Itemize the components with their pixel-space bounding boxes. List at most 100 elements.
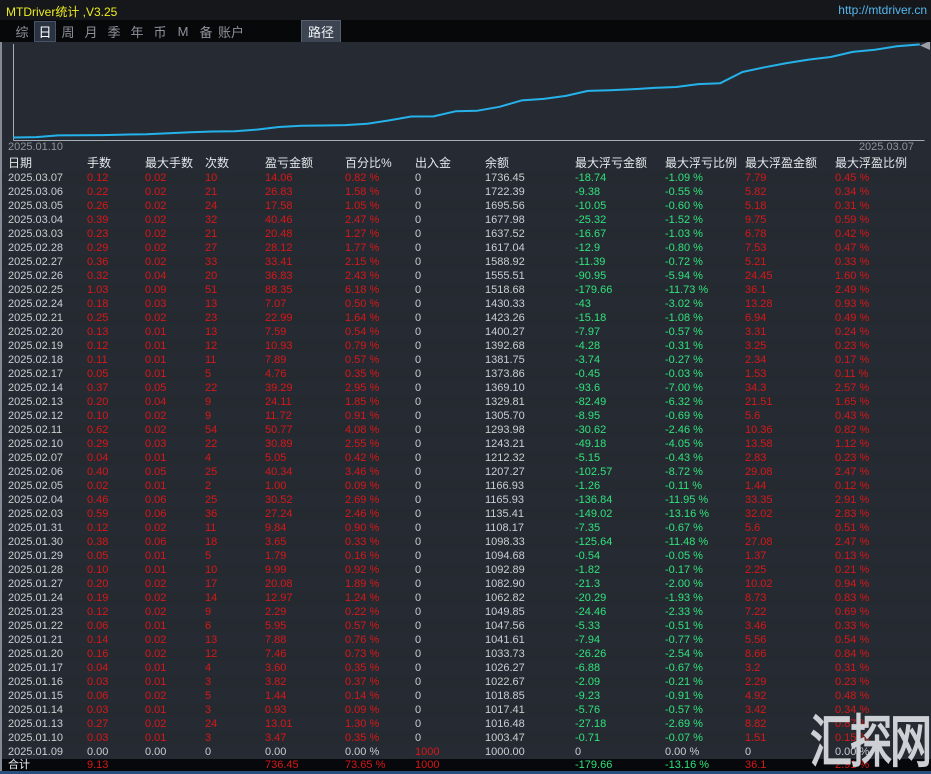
cell-deposit: 0 [415,214,422,226]
table-row[interactable]: 2025.02.28 0.29 0.02 27 28.12 1.77 % 0 1617.04 -… [0,241,931,255]
cell-max-float-profit: 7.79 [745,172,767,184]
table-row[interactable]: 2025.02.12 0.10 0.02 9 11.72 0.91 % 0 1305.70 -8… [0,409,931,423]
cell-max-lots: 0.01 [145,452,167,464]
cell-trades: 0 [205,746,212,758]
cell-max-lots: 0.02 [145,718,167,730]
table-row[interactable]: 2025.02.27 0.36 0.02 33 33.41 2.15 % 0 1588.92 -… [0,255,931,269]
menu-item-年[interactable]: 年 [130,24,144,40]
table-row[interactable]: 2025.02.20 0.13 0.01 13 7.59 0.54 % 0 1400.27 -7… [0,325,931,339]
table-row[interactable]: 2025.02.18 0.11 0.01 11 7.89 0.57 % 0 1381.75 -3… [0,353,931,367]
header-pct: 百分比% [345,156,392,170]
menu-item-季[interactable]: 季 [107,24,121,40]
table-row[interactable]: 2025.03.04 0.39 0.02 32 40.46 2.47 % 0 1677.98 -… [0,213,931,227]
table-row[interactable]: 2025.02.13 0.20 0.04 9 24.11 1.85 % 0 1329.81 -8… [0,395,931,409]
cell-pnl: 0.93 [265,704,287,716]
cell-max-lots: 0.01 [145,354,167,366]
table-row[interactable]: 2025.03.07 0.12 0.02 10 14.06 0.82 % 0 1736.45 -… [0,171,931,185]
table-row[interactable]: 2025.03.03 0.23 0.02 21 20.48 1.27 % 0 1637.52 -… [0,227,931,241]
table-row[interactable]: 2025.01.17 0.04 0.01 4 3.60 0.35 % 0 1026.27 -6.… [0,661,931,675]
cell-deposit: 0 [415,606,422,618]
table-row[interactable]: 2025.02.11 0.62 0.02 54 50.77 4.08 % 0 1293.98 -… [0,423,931,437]
menu-item-账户[interactable]: 账户 [218,24,245,40]
cell-pnl: 7.07 [265,298,287,310]
table-row[interactable]: 2025.01.27 0.20 0.02 17 20.08 1.89 % 0 1082.90 -… [0,577,931,591]
table-row[interactable]: 2025.01.20 0.16 0.02 12 7.46 0.73 % 0 1033.73 -2… [0,647,931,661]
cell-date: 2025.03.07 [8,172,64,184]
cell-max-float-loss-pct: -0.21 % [665,676,703,688]
table-row[interactable]: 2025.02.14 0.37 0.05 22 39.29 2.95 % 0 1369.10 -… [0,381,931,395]
cell-max-lots: 0.09 [145,284,167,296]
table-row[interactable]: 2025.01.29 0.05 0.01 5 1.79 0.16 % 0 1094.68 -0.… [0,549,931,563]
table-row[interactable]: 2025.02.26 0.32 0.04 20 36.83 2.43 % 0 1555.51 -… [0,269,931,283]
table-row[interactable]: 2025.01.09 0.00 0.00 0 0.00 0.00 % 1000 1000.00… [0,745,931,759]
cell-max-float-loss: -16.67 [575,228,607,240]
table-row[interactable]: 2025.01.15 0.06 0.02 5 1.44 0.14 % 0 1018.85 -9.… [0,689,931,703]
table-row[interactable]: 2025.02.19 0.12 0.01 12 10.93 0.79 % 0 1392.68 -… [0,339,931,353]
table-row[interactable]: 2025.02.04 0.46 0.06 25 30.52 2.69 % 0 1165.93 -… [0,493,931,507]
cell-max-float-loss-pct: -2.69 % [665,718,703,730]
cell-balance: 1003.47 [485,732,525,744]
cell-lots: 0.40 [87,466,109,478]
menu-item-月[interactable]: 月 [84,24,98,40]
cell-max-float-loss-pct: -0.51 % [665,620,703,632]
cell-max-lots: 0.02 [145,648,167,660]
total-pnl: 736.45 [265,759,299,771]
table-row[interactable]: 2025.02.21 0.25 0.02 23 22.99 1.64 % 0 1423.26 -… [0,311,931,325]
cell-max-float-profit-pct: 0.48 % [835,690,870,702]
cell-max-float-profit: 33.35 [745,494,773,506]
table-row[interactable]: 2025.01.31 0.12 0.02 11 9.84 0.90 % 0 1108.17 -7… [0,521,931,535]
cell-max-float-profit: 5.56 [745,634,767,646]
cell-trades: 20 [205,270,218,282]
cell-max-float-loss: -43 [575,298,591,310]
table-row[interactable]: 2025.01.30 0.38 0.06 18 3.65 0.33 % 0 1098.33 -1… [0,535,931,549]
cell-pct: 0.00 % [345,746,380,758]
cell-balance: 1677.98 [485,214,525,226]
header-deposit: 出入金 [415,156,452,170]
table-row[interactable]: 2025.01.22 0.06 0.01 6 5.95 0.57 % 0 1047.56 -5.… [0,619,931,633]
cell-balance: 1022.67 [485,676,525,688]
cell-pct: 0.50 % [345,298,380,310]
cell-deposit: 0 [415,452,422,464]
table-row[interactable]: 2025.01.13 0.27 0.02 24 13.01 1.30 % 0 1016.48 -… [0,717,931,731]
cell-max-float-profit: 24.45 [745,270,773,282]
table-row[interactable]: 2025.01.28 0.10 0.01 10 9.99 0.92 % 0 1092.89 -1… [0,563,931,577]
menu-item-备[interactable]: 备 [199,24,213,40]
table-row[interactable]: 2025.02.25 1.03 0.09 51 88.35 6.18 % 0 1518.68 -… [0,283,931,297]
menu-item-M[interactable]: M [177,23,189,39]
table-row[interactable]: 2025.02.24 0.18 0.03 13 7.07 0.50 % 0 1430.33 -4… [0,297,931,311]
window-left-border [0,42,2,771]
table-row[interactable]: 2025.01.21 0.14 0.02 13 7.88 0.76 % 0 1041.61 -7… [0,633,931,647]
table-row[interactable]: 2025.01.10 0.03 0.01 3 3.47 0.35 % 0 1003.47 -0.… [0,731,931,745]
table-row[interactable]: 2025.02.17 0.05 0.01 5 4.76 0.35 % 0 1373.86 -0.… [0,367,931,381]
table-row[interactable]: 2025.01.16 0.03 0.01 3 3.82 0.37 % 0 1022.67 -2.… [0,675,931,689]
table-row[interactable]: 2025.02.10 0.29 0.03 22 30.89 2.55 % 0 1243.21 -… [0,437,931,451]
path-button[interactable]: 路径 [301,19,342,43]
cell-trades: 51 [205,284,218,296]
header-max-float-loss: 最大浮亏金额 [575,156,648,170]
table-row[interactable]: 2025.03.05 0.26 0.02 24 17.58 1.05 % 0 1695.56 -… [0,199,931,213]
table-row[interactable]: 2025.01.24 0.19 0.02 14 12.97 1.24 % 0 1062.82 -… [0,591,931,605]
cell-pct: 0.22 % [345,606,380,618]
table-row[interactable]: 2025.01.23 0.12 0.02 9 2.29 0.22 % 0 1049.85 -24… [0,605,931,619]
table-row[interactable]: 2025.02.07 0.04 0.01 4 5.05 0.42 % 0 1212.32 -5.… [0,451,931,465]
cell-pct: 1.27 % [345,228,380,240]
cell-deposit: 0 [415,536,422,548]
app-title: MTDriver统计 ,V3.25 [6,5,118,19]
cell-deposit: 0 [415,494,422,506]
table-row[interactable]: 2025.02.05 0.02 0.01 2 1.00 0.09 % 0 1166.93 -1.… [0,479,931,493]
menu-item-周[interactable]: 周 [61,24,75,40]
table-row[interactable]: 2025.02.03 0.59 0.06 36 27.24 2.46 % 0 1135.41 -… [0,507,931,521]
table-row[interactable]: 2025.03.06 0.22 0.02 21 26.83 1.58 % 0 1722.39 -… [0,185,931,199]
table-row[interactable]: 2025.02.06 0.40 0.05 25 40.34 3.46 % 0 1207.27 -… [0,465,931,479]
menu-item-币[interactable]: 币 [153,24,167,40]
table-row[interactable]: 2025.01.14 0.03 0.01 3 0.93 0.09 % 0 1017.41 -5.… [0,703,931,717]
cell-max-float-profit-pct: 0.34 % [835,186,870,198]
menu-item-日[interactable]: 日 [34,20,56,42]
cell-max-float-profit-pct: 2.49 % [835,284,870,296]
cell-lots: 0.05 [87,368,109,380]
cell-max-float-profit-pct: 0.33 % [835,620,870,632]
menu-item-综[interactable]: 综 [15,24,29,40]
cell-max-float-loss: -8.95 [575,410,601,422]
cell-pnl: 28.12 [265,242,293,254]
cell-deposit: 0 [415,662,422,674]
